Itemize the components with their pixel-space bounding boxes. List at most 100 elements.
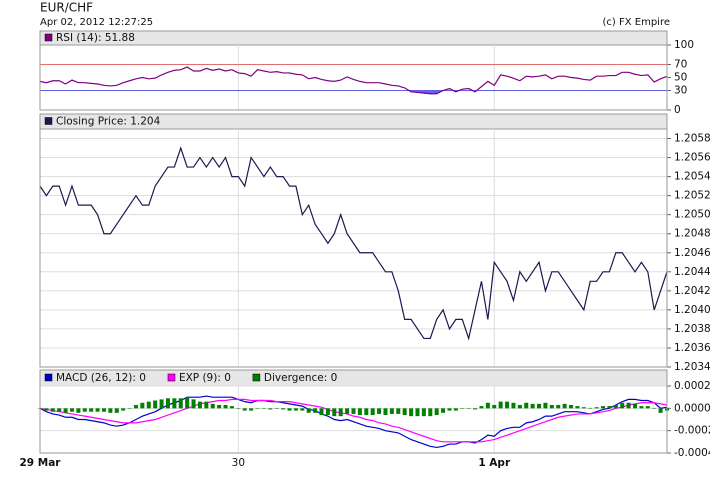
divergence-bar: [76, 408, 81, 413]
divergence-bar: [300, 408, 305, 411]
divergence-bar: [530, 403, 535, 409]
plot-area: [38, 395, 669, 449]
y-tick-label: 1.2036: [674, 342, 710, 354]
divergence-bar: [447, 408, 452, 411]
divergence-bar: [626, 402, 631, 409]
x-tick-label: 29 Mar: [20, 457, 62, 469]
legend-swatch: [44, 117, 53, 125]
divergence-bar: [466, 408, 471, 409]
legend-label: Divergence: 0: [264, 372, 337, 384]
x-tick-label: 30: [232, 457, 245, 469]
y-tick-label: 1.2050: [674, 209, 710, 221]
series-line: [39, 398, 668, 443]
panel-border: [39, 30, 668, 111]
divergence-bar: [223, 404, 228, 409]
series-line: [39, 395, 668, 449]
divergence-bar: [281, 408, 286, 410]
divergence-bar: [658, 408, 663, 413]
divergence-bar: [543, 402, 548, 409]
divergence-bar: [338, 408, 343, 417]
chart-subtitle: Apr 02, 2012 12:27:25: [40, 17, 153, 28]
x-tick-label: 1 Apr: [478, 457, 511, 469]
divergence-bar: [261, 408, 266, 409]
y-tick-label: 1.2048: [674, 228, 710, 240]
divergence-bar: [428, 408, 433, 417]
divergence-bar: [236, 408, 241, 409]
divergence-bar: [95, 408, 100, 412]
y-tick-label: 1.2056: [674, 152, 710, 164]
divergence-bar: [389, 408, 394, 414]
divergence-bar: [319, 408, 324, 416]
divergence-bar: [114, 408, 119, 413]
divergence-bar: [108, 408, 113, 413]
y-tick-label: 0: [674, 104, 681, 116]
divergence-bar: [377, 408, 382, 414]
y-tick-label: 0.0002: [674, 380, 710, 392]
divergence-bar: [274, 408, 279, 409]
plot-area: [39, 146, 668, 341]
divergence-bar: [332, 408, 337, 417]
divergence-bar: [101, 408, 106, 412]
legend-swatch: [44, 33, 53, 42]
divergence-bar: [421, 408, 426, 417]
divergence-bar: [575, 406, 580, 409]
divergence-bar: [313, 408, 318, 413]
divergence-bar: [217, 404, 222, 409]
divergence-bar: [517, 404, 522, 409]
divergence-bar: [492, 404, 497, 409]
divergence-bar: [652, 408, 657, 409]
divergence-bar: [63, 408, 68, 413]
divergence-bar: [159, 399, 164, 409]
divergence-bar: [89, 408, 94, 412]
divergence-bar: [620, 402, 625, 409]
legend-swatch: [167, 373, 176, 382]
divergence-bar: [633, 403, 638, 409]
divergence-bar: [133, 404, 138, 409]
divergence-bar: [69, 408, 74, 412]
y-tick-label: 1.2054: [674, 171, 710, 183]
divergence-bar: [441, 408, 446, 413]
y-tick-label: 1.2042: [674, 285, 710, 297]
divergence-bar: [453, 408, 458, 411]
y-tick-label: 0.0000: [674, 402, 710, 414]
divergence-bar: [396, 408, 401, 414]
divergence-bar: [415, 408, 420, 417]
divergence-bar: [229, 406, 234, 409]
divergence-bar: [402, 408, 407, 416]
divergence-bar: [370, 408, 375, 416]
divergence-bar: [485, 402, 490, 409]
divergence-bar: [511, 402, 516, 409]
divergence-bar: [434, 408, 439, 416]
divergence-bar: [306, 408, 311, 413]
divergence-bar: [197, 401, 202, 409]
divergence-bar: [325, 408, 330, 416]
y-tick-label: 1.2058: [674, 133, 710, 145]
divergence-bar: [460, 408, 465, 409]
divergence-bar: [588, 408, 593, 409]
divergence-bar: [82, 408, 87, 412]
legend-label: MACD (26, 12): 0: [56, 372, 146, 384]
divergence-bar: [293, 408, 298, 411]
divergence-bar: [549, 404, 554, 409]
divergence-bar: [639, 406, 644, 409]
divergence-bar: [121, 408, 126, 411]
chart-title: EUR/CHF: [40, 1, 93, 15]
divergence-bar: [498, 401, 503, 409]
divergence-bar: [613, 404, 618, 409]
legend-swatch: [44, 373, 53, 382]
divergence-bar: [242, 408, 247, 411]
legend-swatch: [252, 373, 261, 382]
divergence-bar: [345, 408, 350, 414]
divergence-bar: [473, 408, 478, 410]
divergence-bar: [255, 408, 260, 409]
divergence-bar: [165, 398, 170, 409]
y-tick-label: 30: [674, 85, 687, 97]
divergence-bar: [210, 403, 215, 409]
divergence-bar: [287, 408, 292, 411]
divergence-bar: [562, 403, 567, 409]
divergence-bar: [172, 398, 177, 409]
divergence-bar: [594, 407, 599, 409]
plot-area: [39, 66, 668, 95]
legend-label: EXP (9): 0: [179, 372, 231, 384]
